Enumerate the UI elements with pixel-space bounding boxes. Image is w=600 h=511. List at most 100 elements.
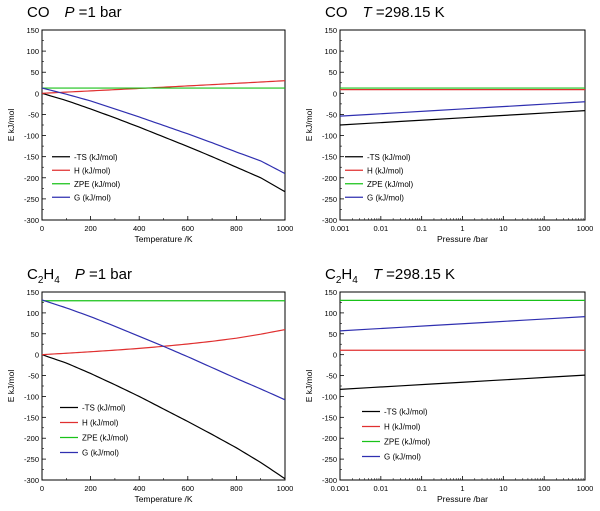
x-tick-label: 0.001 <box>331 484 350 493</box>
x-tick-label: 400 <box>133 484 146 493</box>
y-tick-label: -300 <box>322 216 337 225</box>
title-subscript: 2 <box>38 275 44 286</box>
x-tick-label: 1 <box>460 224 464 233</box>
title-subscript: 4 <box>352 275 358 286</box>
legend-label-ts: -TS (kJ/mol) <box>82 404 126 413</box>
y-axis-label: E kJ/mol <box>304 109 314 142</box>
x-tick-label: 600 <box>182 224 195 233</box>
x-tick-label: 1000 <box>277 484 294 493</box>
title-species-part: H <box>341 266 352 283</box>
legend: -TS (kJ/mol) H (kJ/mol) ZPE (kJ/mol) G (kJ/… <box>345 153 414 202</box>
legend-label-g: G (kJ/mol) <box>74 193 111 202</box>
x-tick-label: 0.1 <box>416 224 426 233</box>
legend-label-h: H (kJ/mol) <box>384 423 421 432</box>
y-tick-label: 100 <box>26 47 39 56</box>
chart-title: C2H4 P =1 bar <box>27 266 132 286</box>
x-tick-label: 1000 <box>277 224 294 233</box>
series-group <box>42 299 285 480</box>
series-line-ts <box>340 374 585 390</box>
x-tick-label: 1 <box>460 484 464 493</box>
y-tick-label: 0 <box>333 89 337 98</box>
legend-label-zpe: ZPE (kJ/mol) <box>74 180 121 189</box>
x-tick-label: 1000 <box>577 484 594 493</box>
legend-label-h: H (kJ/mol) <box>74 166 111 175</box>
y-tick-label: 0 <box>333 351 337 360</box>
title-species: CO <box>325 4 363 21</box>
x-tick-label: 10 <box>499 224 507 233</box>
title-species-part: C <box>27 266 38 283</box>
y-axis-label: E kJ/mol <box>304 370 314 403</box>
plot-frame <box>339 29 586 221</box>
legend-label-g: G (kJ/mol) <box>367 193 404 202</box>
y-tick-label: -150 <box>322 413 337 422</box>
y-tick-label: -100 <box>24 392 39 401</box>
legend-label-g: G (kJ/mol) <box>82 449 119 458</box>
y-tick-label: 100 <box>26 309 39 318</box>
title-condition-variable: T <box>373 266 384 283</box>
legend-label-ts: -TS (kJ/mol) <box>74 153 118 162</box>
title-condition-variable: T <box>363 4 374 21</box>
legend-label-h: H (kJ/mol) <box>367 166 404 175</box>
title-condition-variable: P <box>75 266 85 283</box>
y-tick-label: -150 <box>24 413 39 422</box>
series-line-ts <box>340 110 585 126</box>
series-line-h <box>42 329 285 356</box>
chart-title: CO P =1 bar <box>27 4 122 21</box>
series-line-ts <box>42 92 285 193</box>
title-condition-value: =1 bar <box>75 4 122 21</box>
legend: -TS (kJ/mol) H (kJ/mol) ZPE (kJ/mol) G (kJ/… <box>52 153 121 202</box>
y-tick-label: 50 <box>329 330 337 339</box>
x-tick-label: 800 <box>230 224 243 233</box>
y-tick-label: -100 <box>322 392 337 401</box>
x-tick-label: 400 <box>133 224 146 233</box>
y-tick-label: -150 <box>322 153 337 162</box>
y-tick-label: 50 <box>31 68 39 77</box>
x-tick-label: 0 <box>40 224 44 233</box>
x-tick-label: 100 <box>538 224 551 233</box>
y-tick-label: 0 <box>35 351 39 360</box>
y-axis-label: E kJ/mol <box>6 370 16 403</box>
y-tick-label: -250 <box>24 195 39 204</box>
legend-label-zpe: ZPE (kJ/mol) <box>384 438 431 447</box>
series-group <box>340 87 585 126</box>
y-tick-label: -50 <box>28 372 39 381</box>
y-tick-label: -100 <box>322 132 337 141</box>
y-tick-label: -250 <box>322 455 337 464</box>
y-tick-label: -250 <box>322 195 337 204</box>
title-spacer <box>358 266 373 283</box>
x-tick-label: 100 <box>538 484 551 493</box>
title-species-part: H <box>43 266 54 283</box>
chart-title: C2H4 T =298.15 K <box>325 266 455 286</box>
x-tick-label: 600 <box>182 484 195 493</box>
y-tick-label: -150 <box>24 153 39 162</box>
chart-panel-3: C2H4 P =1 bar -300 -250 -200 -150 -100 -50 0 50 1… <box>6 266 293 504</box>
y-axis-label: E kJ/mol <box>6 109 16 142</box>
chart-panel-2: CO T =298.15 K -300 -250 -200 -150 -100 -50 0 50… <box>304 4 593 244</box>
y-tick-label: -300 <box>24 476 39 485</box>
title-condition-value: =1 bar <box>85 266 132 283</box>
title-spacer <box>60 266 75 283</box>
y-tick-label: -50 <box>326 372 337 381</box>
legend-label-h: H (kJ/mol) <box>82 419 119 428</box>
y-tick-label: 0 <box>35 89 39 98</box>
x-tick-label: 800 <box>230 484 243 493</box>
legend-label-ts: -TS (kJ/mol) <box>367 153 411 162</box>
y-tick-label: -300 <box>24 216 39 225</box>
title-condition-variable: P <box>65 4 75 21</box>
series-group <box>42 80 285 193</box>
y-tick-label: -50 <box>28 110 39 119</box>
x-tick-label: 0 <box>40 484 44 493</box>
legend: -TS (kJ/mol) H (kJ/mol) ZPE (kJ/mol) G (kJ/… <box>60 404 129 458</box>
x-tick-label: 200 <box>84 484 97 493</box>
x-axis-label: Temperature /K <box>134 234 192 244</box>
series-line-h <box>42 80 285 94</box>
y-tick-label: -200 <box>24 434 39 443</box>
series-line-g <box>340 316 585 332</box>
title-condition-value: =298.15 K <box>372 4 445 21</box>
y-tick-label: -300 <box>322 476 337 485</box>
x-tick-label: 0.1 <box>416 484 426 493</box>
y-tick-label: -200 <box>322 434 337 443</box>
x-tick-label: 0.001 <box>331 224 350 233</box>
title-species-part: C <box>325 266 336 283</box>
